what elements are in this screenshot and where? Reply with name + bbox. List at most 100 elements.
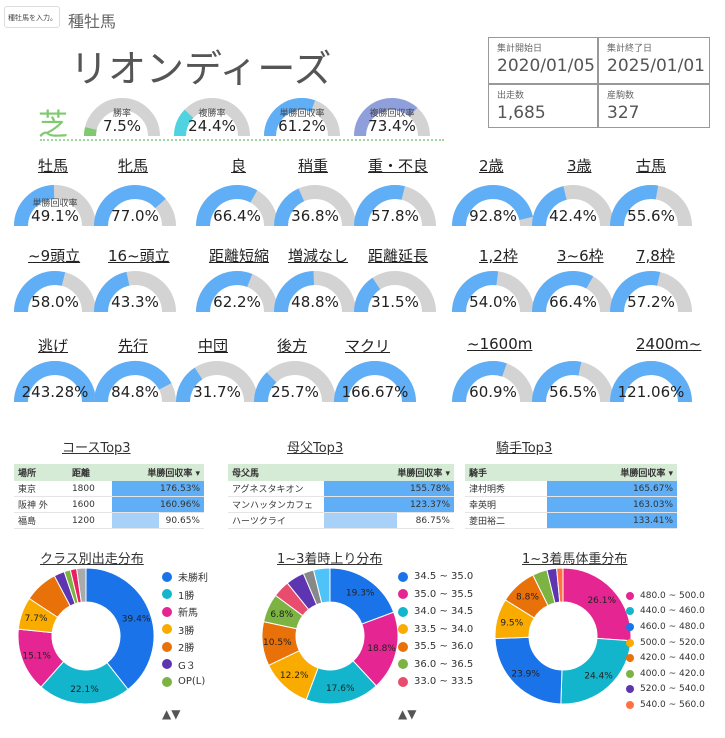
- donut-slice[interactable]: [556, 567, 564, 603]
- table-row[interactable]: 幸英明 163.03%: [465, 496, 677, 513]
- table-row[interactable]: マンハッタンカフェ 123.37%: [228, 496, 454, 513]
- link-7[interactable]: 3歳: [567, 157, 592, 175]
- table-row[interactable]: 東京 1800 176.53%: [14, 481, 204, 497]
- legend-page-arrows-2[interactable]: ▲▼: [398, 707, 417, 721]
- link-17[interactable]: 逃げ: [38, 337, 69, 355]
- link-9[interactable]: ~9頭立: [28, 247, 81, 265]
- start-date-label: 集計開始日: [497, 44, 543, 54]
- gauge-10-value: 43.3%: [111, 293, 159, 311]
- link-2[interactable]: 牝馬: [118, 157, 149, 175]
- legend-item[interactable]: 460.0 ~ 480.0: [626, 619, 705, 635]
- table-row[interactable]: 福島 1200 90.65%: [14, 512, 204, 529]
- donut-slice[interactable]: [562, 567, 632, 642]
- link-8[interactable]: 古馬: [636, 157, 667, 175]
- link-22[interactable]: ~1600m: [467, 335, 533, 353]
- legend-item[interactable]: 新馬: [162, 603, 208, 621]
- link-5[interactable]: 重・不良: [368, 157, 429, 175]
- donut-slice[interactable]: [85, 567, 155, 691]
- donut-slice[interactable]: [560, 637, 632, 705]
- link-1[interactable]: 牡馬: [38, 157, 69, 175]
- legend-swatch: [162, 659, 172, 670]
- link-4[interactable]: 稍重: [298, 157, 329, 175]
- legend-item[interactable]: 34.0 ~ 34.5: [398, 603, 473, 621]
- legend-item[interactable]: 2勝: [162, 638, 208, 656]
- link-14[interactable]: 1,2枠: [479, 247, 518, 265]
- link-21[interactable]: マクリ: [345, 337, 391, 355]
- legend-item[interactable]: 35.0 ~ 35.5: [398, 586, 473, 604]
- gauge-4-value: 36.8%: [291, 207, 339, 225]
- link-23[interactable]: 2400m~: [636, 335, 702, 353]
- legend-item[interactable]: 36.0 ~ 36.5: [398, 656, 473, 674]
- legend-label: G３: [178, 660, 196, 672]
- link-13[interactable]: 距離延長: [368, 247, 429, 265]
- gauge-20-value: 25.7%: [271, 383, 319, 401]
- gauge-11-arc: [196, 271, 278, 313]
- legend-item[interactable]: 34.5 ~ 35.0: [398, 568, 473, 586]
- gauge-18-fill: [94, 361, 172, 403]
- top-gauge-2-fill: [174, 109, 194, 137]
- col-c-header[interactable]: 単勝回収率 ▾: [324, 464, 454, 481]
- top-gauge-2-value: 24.4%: [188, 117, 236, 135]
- legend-label: 540.0 ~ 560.0: [640, 699, 705, 710]
- table-title-2[interactable]: 母父Top3: [287, 441, 344, 456]
- link-10[interactable]: 16~頭立: [108, 247, 170, 265]
- col-c-header[interactable]: 単勝回収率 ▾: [547, 464, 677, 481]
- donut-slice[interactable]: [76, 567, 87, 603]
- legend-page-arrows-1[interactable]: ▲▼: [162, 707, 181, 721]
- legend-label: 34.5 ~ 35.0: [414, 571, 474, 583]
- legend-swatch: [162, 676, 172, 687]
- table-row[interactable]: 津村明秀 165.67%: [465, 481, 677, 497]
- link-15[interactable]: 3~6枠: [557, 247, 604, 265]
- legend-item[interactable]: 400.0 ~ 420.0: [626, 666, 705, 682]
- legend-item[interactable]: 540.0 ~ 560.0: [626, 697, 705, 713]
- sire-select-chip[interactable]: 種牡馬を入力。 ▾: [4, 6, 60, 28]
- gauge-22-arc: [452, 361, 534, 403]
- cell-a: ハーツクライ: [232, 517, 286, 527]
- legend-label: 520.0 ~ 540.0: [640, 684, 705, 695]
- surface-label: 芝: [38, 108, 68, 143]
- link-6[interactable]: 2歳: [479, 157, 504, 175]
- legend-item[interactable]: 1勝: [162, 586, 208, 604]
- gauge-23-value: 56.5%: [549, 383, 597, 401]
- legend-item[interactable]: 未勝利: [162, 568, 208, 586]
- donut-slice[interactable]: [312, 567, 331, 604]
- legend-label: 440.0 ~ 460.0: [640, 606, 705, 617]
- header-title: 種牡馬: [68, 12, 117, 31]
- link-3[interactable]: 良: [231, 157, 247, 175]
- table-row[interactable]: 菱田裕二 133.41%: [465, 512, 677, 529]
- table-title-1[interactable]: コースTop3: [62, 441, 131, 456]
- cell-value: 176.53%: [112, 481, 204, 497]
- legend-item[interactable]: 500.0 ~ 520.0: [626, 635, 705, 651]
- legend-item[interactable]: 33.5 ~ 34.0: [398, 621, 473, 639]
- gauge-11-fill: [196, 271, 253, 313]
- legend-item[interactable]: 480.0 ~ 500.0: [626, 588, 705, 604]
- legend-label: OP(L): [178, 676, 206, 688]
- legend-item[interactable]: 33.0 ~ 33.5: [398, 673, 473, 691]
- link-18[interactable]: 先行: [118, 337, 149, 355]
- link-12[interactable]: 増減なし: [288, 247, 349, 265]
- legend-item[interactable]: 420.0 ~ 440.0: [626, 650, 705, 666]
- legend-item[interactable]: 440.0 ~ 460.0: [626, 604, 705, 620]
- link-11[interactable]: 距離短縮: [209, 247, 270, 265]
- donut-chart-2: 19.3% 18.8% 17.6% 12.2% 10.5% 6.8%: [261, 567, 399, 705]
- link-16[interactable]: 7,8枠: [636, 247, 675, 265]
- table-row[interactable]: アグネスタキオン 155.78%: [228, 481, 454, 497]
- link-20[interactable]: 後方: [277, 337, 308, 355]
- cell-a: 幸英明: [469, 501, 497, 511]
- col-c-header[interactable]: 単勝回収率 ▾: [112, 464, 204, 481]
- legend-item[interactable]: 35.5 ~ 36.0: [398, 638, 473, 656]
- link-19[interactable]: 中団: [198, 337, 229, 355]
- slice-label: 17.6%: [326, 684, 355, 694]
- table-row[interactable]: 阪神 外 1600 160.96%: [14, 496, 204, 513]
- gauge-19-fill: [176, 367, 203, 403]
- legend-item[interactable]: 3勝: [162, 621, 208, 639]
- legend-item[interactable]: OP(L): [162, 673, 208, 691]
- legend-item[interactable]: G３: [162, 656, 208, 674]
- table-row[interactable]: ハーツクライ 86.75%: [228, 512, 454, 529]
- legend-item[interactable]: 520.0 ~ 540.0: [626, 682, 705, 698]
- top-gauge-4-arc: [354, 98, 430, 137]
- table-title-3[interactable]: 騎手Top3: [496, 441, 553, 456]
- gauge-9-fill: [14, 271, 66, 313]
- gauge-22-value: 60.9%: [469, 383, 517, 401]
- gauge-4-fill: [274, 188, 305, 227]
